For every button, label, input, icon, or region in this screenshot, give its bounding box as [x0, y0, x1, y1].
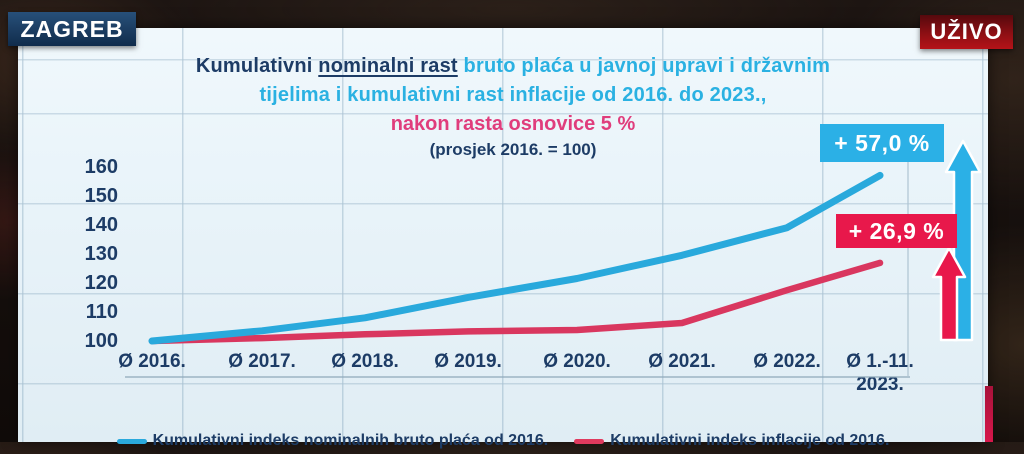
- salary-growth-callout: + 57,0 %: [820, 124, 944, 162]
- legend-item-salary: Kumulativni indeks nominalnih bruto plać…: [116, 432, 549, 450]
- y-axis-tick-130: 130: [84, 242, 118, 265]
- chart-title-block: Kumulativni nominalni rast bruto plaća u…: [78, 52, 948, 162]
- y-axis-tick-150: 150: [84, 184, 118, 207]
- x-axis-label-2019: Ø 2019.: [434, 351, 502, 372]
- live-bug: UŽIVO: [920, 15, 1013, 49]
- x-axis-label-2017: Ø 2017.: [228, 351, 296, 372]
- legend-item-inflation: Kumulativni indeks inflacije od 2016.: [574, 432, 889, 450]
- x-axis-label-2016: Ø 2016.: [118, 351, 186, 372]
- title-segment-navy: Kumulativni: [195, 55, 313, 77]
- chart-title-line1: Kumulativni nominalni rast bruto plaća u…: [78, 52, 948, 81]
- lower-third-edge-strip: [983, 386, 993, 442]
- y-axis-tick-160: 160: [84, 155, 118, 178]
- salary-line-swatch-icon: [116, 438, 147, 444]
- x-axis-label-2022: Ø 2022.: [753, 351, 821, 372]
- x-axis-label-2023: Ø 1.-11. 2023.: [846, 351, 914, 395]
- chart-subtitle-note: (prosjek 2016. = 100): [429, 140, 597, 159]
- inflation-growth-callout: + 26,9 %: [836, 214, 957, 248]
- y-axis-tick-110: 110: [85, 300, 118, 323]
- chart-legend: Kumulativni indeks nominalnih bruto plać…: [48, 428, 958, 454]
- location-bug: ZAGREB: [8, 12, 136, 46]
- y-axis-tick-100: 100: [84, 330, 118, 352]
- y-axis-tick-120: 120: [84, 271, 118, 294]
- y-axis-tick-140: 140: [84, 213, 118, 236]
- title-segment-navy-underlined: nominalni rast: [318, 55, 458, 77]
- x-axis-label-2020: Ø 2020.: [543, 351, 611, 372]
- legend-label-salary: Kumulativni indeks nominalnih bruto plać…: [152, 432, 549, 449]
- x-axis-label-2021: Ø 2021.: [648, 351, 716, 372]
- chart-title-line2: tijelima i kumulativni rast inflacije od…: [259, 84, 767, 106]
- legend-label-inflation: Kumulativni indeks inflacije od 2016.: [610, 432, 890, 449]
- title-segment-cyan: bruto plaća u javnoj upravi i državnim: [463, 55, 831, 77]
- chart-subtitle-pink: nakon rasta osnovice 5 %: [390, 113, 636, 135]
- inflation-line-swatch-icon: [574, 438, 605, 444]
- x-axis-label-2018: Ø 2018.: [331, 351, 399, 372]
